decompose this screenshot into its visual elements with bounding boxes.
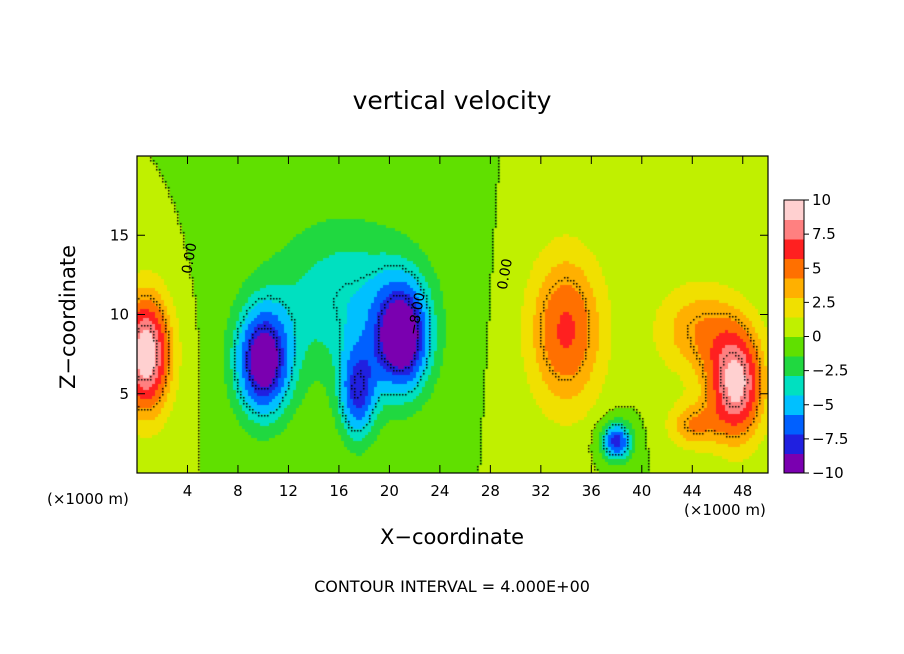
- y-tick-label: 10: [110, 306, 129, 324]
- x-axis-label: X−coordinate: [380, 525, 524, 549]
- colorbar-tick-label: −7.5: [812, 430, 848, 448]
- x-tick-label: 48: [733, 482, 752, 500]
- x-unit-label-right: (×1000 m): [684, 501, 766, 519]
- colorbar-swatch: [784, 278, 804, 298]
- x-tick-label: 16: [329, 482, 348, 500]
- colorbar-swatch: [784, 200, 804, 220]
- colorbar-tick-label: −2.5: [812, 362, 848, 380]
- contour-label: −8.00: [405, 291, 428, 336]
- x-tick-label: 12: [279, 482, 298, 500]
- colorbar-swatch: [784, 395, 804, 415]
- colorbar-swatch: [784, 414, 804, 435]
- chart-title: vertical velocity: [352, 86, 552, 115]
- x-unit-label-left: (×1000 m): [47, 490, 129, 508]
- x-tick-label: 4: [183, 482, 193, 500]
- heatmap-image: [137, 156, 768, 473]
- y-tick-label: 5: [119, 385, 129, 403]
- contour-label: 0.00: [179, 242, 200, 275]
- contour-interval-note: CONTOUR INTERVAL = 4.000E+00: [314, 577, 590, 596]
- colorbar-swatch: [784, 219, 804, 240]
- colorbar-tick-label: 7.5: [812, 225, 836, 243]
- colorbar-swatch: [784, 336, 804, 357]
- x-tick-label: 28: [481, 482, 500, 500]
- colorbar-tick-label: 0: [812, 328, 822, 346]
- x-tick-label: 32: [531, 482, 550, 500]
- colorbar-swatch: [784, 317, 804, 337]
- colorbar-swatch: [784, 297, 804, 318]
- x-tick-label: 40: [632, 482, 651, 500]
- colorbar-swatch: [784, 375, 804, 396]
- x-tick-label: 36: [582, 482, 601, 500]
- colorbar-tick-label: −5: [812, 396, 834, 414]
- colorbar: 10 7.5 5 2.5 0 −2.5 −5 −7.5 −10: [783, 191, 848, 482]
- colorbar-swatch: [784, 434, 804, 454]
- colorbar-tick-label: 10: [812, 191, 831, 209]
- colorbar-swatch: [784, 356, 804, 376]
- contour-label: 0.00: [495, 257, 516, 290]
- x-tick-label: 20: [380, 482, 399, 500]
- x-tick-label: 8: [233, 482, 243, 500]
- colorbar-swatch: [784, 239, 804, 259]
- y-tick-label: 15: [110, 226, 129, 244]
- colorbar-swatch: [784, 453, 804, 474]
- colorbar-tick-label: 5: [812, 259, 822, 277]
- colorbar-tick-label: 2.5: [812, 293, 836, 311]
- colorbar-swatch: [784, 258, 804, 279]
- x-tick-label: 24: [430, 482, 449, 500]
- colorbar-tick-label: −10: [812, 464, 844, 482]
- plot-area: 0.00 0.00 −8.00: [137, 156, 768, 473]
- x-tick-label: 44: [683, 482, 702, 500]
